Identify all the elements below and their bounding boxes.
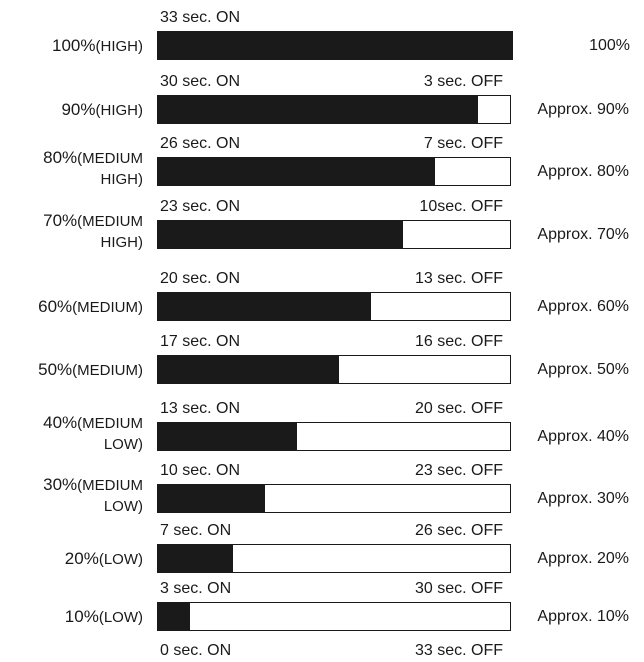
on-duration-label: 13 sec. ON bbox=[160, 400, 241, 417]
power-level-label: 30%(MEDIUM LOW) bbox=[11, 474, 143, 517]
bar-on-segment bbox=[158, 603, 190, 630]
off-duration-label: 3 sec. OFF bbox=[423, 73, 503, 90]
bar-row-9 bbox=[157, 544, 511, 573]
power-level-percent: 20% bbox=[64, 549, 99, 568]
bottom-on-label: 0 sec. ON bbox=[160, 642, 232, 659]
power-level-label: 70%(MEDIUM HIGH) bbox=[11, 210, 143, 253]
power-level-word: (MEDIUM) bbox=[72, 299, 143, 316]
power-level-percent: 90% bbox=[61, 100, 96, 119]
power-level-percent: 70% bbox=[43, 211, 78, 230]
off-duration-label: 23 sec. OFF bbox=[414, 462, 503, 479]
off-duration-label: 30 sec. OFF bbox=[414, 580, 503, 597]
power-level-percent: 80% bbox=[43, 148, 78, 167]
power-level-label: 40%(MEDIUM LOW) bbox=[11, 412, 143, 455]
off-duration-label: 10sec. OFF bbox=[419, 198, 503, 215]
approx-power-label: Approx. 80% bbox=[537, 163, 629, 180]
bar-on-segment bbox=[158, 32, 512, 59]
off-duration-label: 26 sec. OFF bbox=[414, 522, 503, 539]
on-duration-label: 10 sec. ON bbox=[160, 462, 241, 479]
approx-power-label: Approx. 60% bbox=[537, 298, 629, 315]
on-duration-label: 33 sec. ON bbox=[160, 9, 241, 26]
power-level-percent: 50% bbox=[38, 360, 73, 379]
power-level-label: 50%(MEDIUM) bbox=[0, 359, 143, 381]
approx-power-label: Approx. 20% bbox=[537, 550, 629, 567]
power-level-percent: 30% bbox=[43, 475, 78, 494]
bar-row-4 bbox=[157, 220, 511, 249]
bar-on-segment bbox=[158, 158, 436, 185]
power-level-word: (MEDIUM) bbox=[72, 362, 143, 379]
bar-on-segment bbox=[158, 545, 233, 572]
bottom-off-label: 33 sec. OFF bbox=[414, 642, 503, 659]
on-duration-label: 26 sec. ON bbox=[160, 135, 241, 152]
power-level-percent: 10% bbox=[64, 607, 99, 626]
off-duration-label: 13 sec. OFF bbox=[414, 270, 503, 287]
on-duration-label: 20 sec. ON bbox=[160, 270, 241, 287]
approx-power-label: Approx. 40% bbox=[537, 428, 629, 445]
approx-power-label: Approx. 30% bbox=[537, 490, 629, 507]
off-duration-label: 16 sec. OFF bbox=[414, 333, 503, 350]
bar-on-segment bbox=[158, 356, 340, 383]
bar-row-8 bbox=[157, 484, 511, 513]
bar-row-1 bbox=[157, 31, 513, 60]
bar-on-segment bbox=[158, 96, 478, 123]
off-duration-label: 7 sec. OFF bbox=[423, 135, 503, 152]
power-level-word: (LOW) bbox=[98, 609, 143, 626]
power-level-label: 20%(LOW) bbox=[0, 548, 143, 570]
approx-power-label: Approx. 70% bbox=[537, 226, 629, 243]
on-duration-label: 7 sec. ON bbox=[160, 522, 232, 539]
off-duration-label: 20 sec. OFF bbox=[414, 400, 503, 417]
power-level-label: 90%(HIGH) bbox=[0, 99, 143, 121]
bar-row-7 bbox=[157, 422, 511, 451]
power-level-label: 60%(MEDIUM) bbox=[0, 296, 143, 318]
bar-on-segment bbox=[158, 423, 297, 450]
power-level-label: 10%(LOW) bbox=[0, 606, 143, 628]
power-level-percent: 40% bbox=[43, 413, 78, 432]
power-level-word: (HIGH) bbox=[95, 38, 144, 55]
approx-power-label: Approx. 90% bbox=[537, 101, 629, 118]
bar-row-6 bbox=[157, 355, 511, 384]
approx-power-label: Approx. 10% bbox=[537, 608, 629, 625]
power-level-percent: 60% bbox=[38, 297, 73, 316]
power-level-word: (MEDIUM HIGH) bbox=[77, 213, 143, 251]
on-duration-label: 23 sec. ON bbox=[160, 198, 241, 215]
approx-power-label: 100% bbox=[589, 37, 630, 54]
bar-row-2 bbox=[157, 95, 511, 124]
power-level-label: 100%(HIGH) bbox=[0, 35, 143, 57]
power-level-word: (MEDIUM LOW) bbox=[77, 415, 143, 453]
power-level-word: (HIGH) bbox=[95, 102, 144, 119]
power-level-word: (MEDIUM LOW) bbox=[77, 477, 143, 515]
power-level-label: 80%(MEDIUM HIGH) bbox=[11, 147, 143, 190]
approx-power-label: Approx. 50% bbox=[537, 361, 629, 378]
bar-on-segment bbox=[158, 293, 372, 320]
bar-row-5 bbox=[157, 292, 511, 321]
on-duration-label: 17 sec. ON bbox=[160, 333, 241, 350]
power-level-word: (LOW) bbox=[98, 551, 143, 568]
bar-row-3 bbox=[157, 157, 511, 186]
on-duration-label: 30 sec. ON bbox=[160, 73, 241, 90]
power-level-word: (MEDIUM HIGH) bbox=[77, 150, 143, 188]
bar-on-segment bbox=[158, 485, 265, 512]
power-level-percent: 100% bbox=[52, 36, 96, 55]
on-duration-label: 3 sec. ON bbox=[160, 580, 232, 597]
bar-row-10 bbox=[157, 602, 511, 631]
bar-on-segment bbox=[158, 221, 404, 248]
